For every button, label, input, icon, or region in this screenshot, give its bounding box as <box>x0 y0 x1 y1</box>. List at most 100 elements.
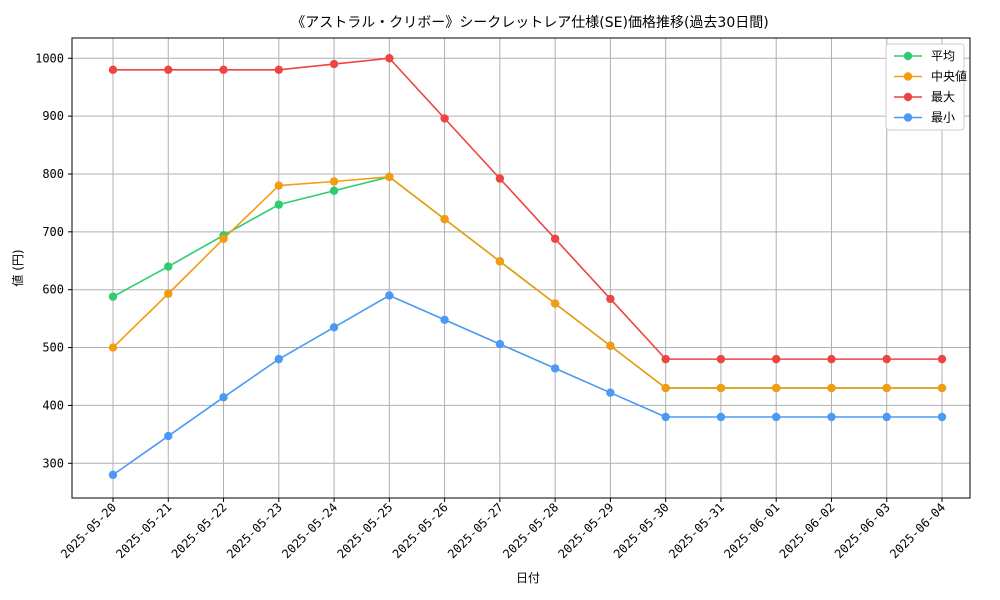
data-point <box>164 262 173 271</box>
data-point <box>495 174 505 183</box>
plot-frame <box>71 37 971 499</box>
data-point <box>274 354 283 364</box>
x-tick-label: 2025-06-03 <box>832 500 893 561</box>
data-point <box>440 315 449 324</box>
data-point <box>716 383 726 393</box>
data-point <box>219 234 228 243</box>
data-point <box>164 289 173 298</box>
data-point <box>772 412 781 422</box>
series-line <box>112 294 942 476</box>
x-tick-label: 2025-05-26 <box>390 500 451 561</box>
data-point <box>108 470 118 480</box>
x-tick-label: 2025-06-02 <box>777 500 838 561</box>
data-point <box>661 383 670 393</box>
data-point <box>882 412 891 422</box>
x-axis-title: 日付 <box>516 571 540 585</box>
x-tick-label: 2025-05-29 <box>556 500 617 561</box>
legend-swatch-marker <box>903 72 913 81</box>
data-point <box>606 341 615 351</box>
data-point <box>108 343 118 352</box>
data-point <box>108 292 118 301</box>
y-tick-label: 400 <box>42 398 64 412</box>
data-point <box>606 388 615 397</box>
series-line <box>113 57 942 360</box>
legend-item: 最大 <box>894 90 955 104</box>
data-point <box>550 234 560 243</box>
data-point <box>164 431 173 441</box>
data-point <box>108 65 118 75</box>
y-tick-label: 900 <box>42 109 64 123</box>
data-point <box>329 186 339 195</box>
x-tick-label: 2025-06-01 <box>721 500 782 561</box>
data-point <box>716 412 726 422</box>
data-point <box>882 383 891 393</box>
data-point <box>329 59 339 69</box>
legend-label: 最小 <box>931 111 955 125</box>
data-point <box>385 54 394 63</box>
x-tick-label: 2025-05-22 <box>169 500 230 561</box>
series-line <box>112 176 942 389</box>
y-tick-label: 1000 <box>35 51 64 65</box>
data-point <box>219 393 228 402</box>
legend-swatch-marker <box>903 113 913 122</box>
x-tick-label: 2025-05-20 <box>58 500 119 561</box>
chart-title: 《アストラル・クリボー》シークレットレア仕様(SE)価格推移(過去30日間) <box>291 15 768 31</box>
data-point <box>716 354 726 364</box>
series-中央値 <box>108 172 947 393</box>
data-point <box>661 412 670 422</box>
data-point <box>827 354 836 364</box>
y-tick-label: 600 <box>42 283 64 297</box>
data-point <box>606 294 615 304</box>
legend-item: 最小 <box>894 111 955 125</box>
data-point <box>550 299 560 308</box>
data-point <box>440 114 449 123</box>
data-point <box>385 291 394 300</box>
x-tick-label: 2025-05-23 <box>224 500 285 561</box>
data-point <box>274 65 283 75</box>
data-point <box>164 65 173 75</box>
x-tick-label: 2025-05-25 <box>334 500 395 561</box>
x-tick-label: 2025-05-30 <box>611 500 672 561</box>
series-最大 <box>108 54 947 364</box>
data-point <box>882 354 891 364</box>
data-point <box>495 257 505 266</box>
data-point <box>219 65 228 75</box>
data-point <box>550 364 560 373</box>
legend-item: 平均 <box>894 49 955 63</box>
x-tick-label: 2025-05-21 <box>113 500 174 561</box>
legend-swatch-marker <box>903 92 913 102</box>
legend-item: 中央値 <box>894 69 967 84</box>
x-tick-label: 2025-05-24 <box>279 500 340 561</box>
legend-label: 平均 <box>931 49 955 63</box>
grid-layer <box>72 38 970 498</box>
data-point <box>937 412 947 422</box>
data-point <box>329 323 339 332</box>
data-point <box>937 383 947 393</box>
series-layer <box>108 54 947 480</box>
series-最小 <box>108 291 947 480</box>
data-point <box>274 181 283 190</box>
data-point <box>827 383 836 393</box>
x-tick-label: 2025-05-27 <box>445 500 506 561</box>
x-tick-label: 2025-06-04 <box>887 500 948 561</box>
y-tick-label: 800 <box>42 167 64 181</box>
legend-swatch-marker <box>903 51 913 61</box>
data-point <box>385 172 394 182</box>
data-point <box>440 214 449 224</box>
data-point <box>274 200 283 209</box>
x-tick-label: 2025-05-28 <box>500 500 561 561</box>
x-tick-label: 2025-05-31 <box>666 500 727 561</box>
data-point <box>661 354 670 364</box>
data-point <box>329 177 339 186</box>
y-tick-label: 500 <box>42 341 64 355</box>
data-point <box>772 383 781 393</box>
data-point <box>495 339 505 349</box>
legend-label: 中央値 <box>931 69 967 84</box>
legend-box <box>885 43 965 131</box>
data-point <box>772 354 781 364</box>
y-tick-label: 300 <box>42 456 64 470</box>
data-point <box>827 412 836 422</box>
